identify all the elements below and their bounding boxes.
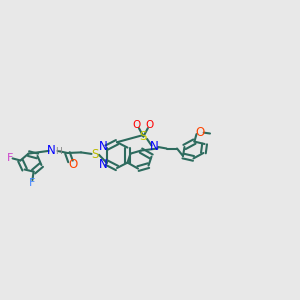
Text: F: F <box>29 178 36 188</box>
Text: O: O <box>146 120 154 130</box>
Text: N: N <box>150 140 159 154</box>
Text: N: N <box>98 140 107 153</box>
Text: S: S <box>91 148 98 161</box>
Text: H: H <box>56 147 62 156</box>
Text: O: O <box>133 120 141 130</box>
Text: S: S <box>140 130 147 143</box>
Text: F: F <box>7 153 13 163</box>
Text: O: O <box>69 158 78 171</box>
Text: O: O <box>195 126 204 139</box>
Text: N: N <box>46 144 56 158</box>
Text: N: N <box>99 158 108 171</box>
